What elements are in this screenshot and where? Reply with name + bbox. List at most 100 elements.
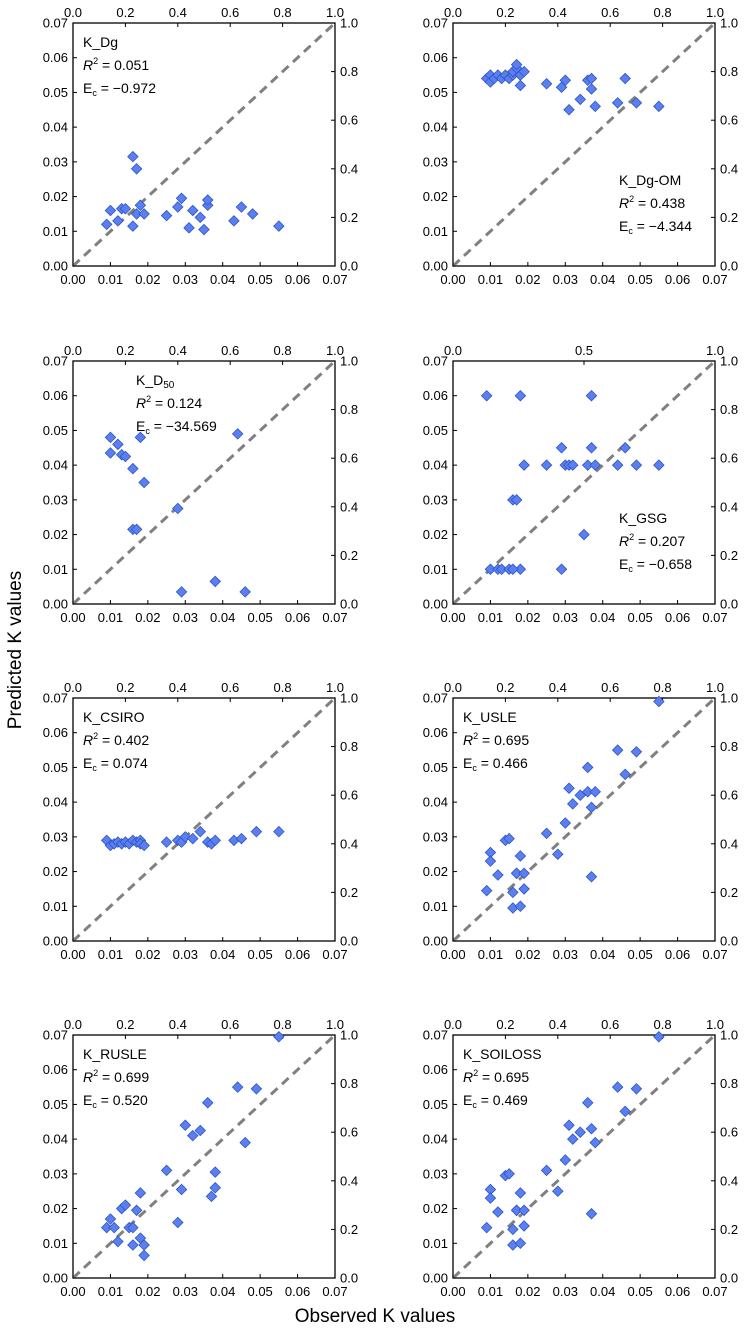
- panel-4-top-tick-label: 1.0: [706, 343, 724, 358]
- panel-4-y-tick-label: 0.02: [423, 527, 448, 542]
- panel-5-y-tick-label: 0.03: [43, 829, 68, 844]
- panel-6-right-tick-label: 1.0: [720, 691, 738, 706]
- panel-1-data-point: [187, 204, 199, 217]
- panel-5-y-tick-label: 0.02: [43, 864, 68, 879]
- panel-7-data-point: [172, 1216, 184, 1229]
- panel-7-right-tick-label: 0.8: [340, 1076, 358, 1091]
- panel-2-top-tick-label: 0.2: [496, 5, 514, 20]
- panel-8-x-tick-label: 0.01: [478, 1284, 503, 1299]
- panel-5-y-tick-label: 0.06: [43, 725, 68, 740]
- panel-4-y-tick-label: 0.05: [423, 423, 448, 438]
- panel-2-data-point: [585, 83, 598, 95]
- panel-7-data-point: [104, 1213, 117, 1225]
- panel-1-data-point: [183, 222, 195, 234]
- panel-5-y-tick-label: 0.04: [43, 795, 68, 810]
- panel-8-data-point: [611, 1081, 624, 1093]
- panel-1-x-tick-label: 0.05: [247, 272, 272, 287]
- panel-8-data-point: [540, 1164, 553, 1177]
- panel-6-y-tick-label: 0.06: [423, 725, 448, 740]
- panel-2-top-tick-label: 0.4: [549, 5, 567, 20]
- panel-4-right-tick-label: 0.2: [720, 548, 738, 563]
- panel-6-top-tick-label: 0.4: [549, 680, 567, 695]
- panel-2-right-tick-label: 0.0: [720, 259, 738, 274]
- panel-2-data-point: [619, 72, 631, 85]
- panel-8-model-label: K_SOILOSS: [463, 1046, 542, 1062]
- panel-2-data-point: [510, 58, 523, 71]
- panel-5-top-tick-label: 0.8: [274, 680, 292, 695]
- panel-6-x-tick-label: 0.06: [665, 947, 690, 962]
- panel-3-one-to-one-line: [71, 359, 337, 606]
- panel-3-data-point: [138, 476, 150, 489]
- panel-8-data-point: [492, 1206, 504, 1218]
- panel-5-x-tick-label: 0.05: [247, 947, 272, 962]
- panel-7-top-tick-label: 1.0: [326, 1017, 344, 1032]
- panel-4-top-tick-label: 0.0: [444, 343, 462, 358]
- panel-7-data-point: [119, 1199, 132, 1211]
- panel-7-x-tick-label: 0.02: [135, 1284, 160, 1299]
- panel-6-top-tick-label: 0.6: [601, 680, 619, 695]
- panel-3-y-tick-label: 0.04: [43, 458, 68, 473]
- panel-7-y-tick-label: 0.02: [43, 1201, 68, 1216]
- panel-2-top-tick-label: 0.8: [654, 5, 672, 20]
- panel-1-data-point: [138, 208, 150, 220]
- panel-8-data-point: [563, 1119, 575, 1132]
- panel-1-y-tick-label: 0.06: [43, 50, 68, 65]
- panel-8-x-tick-label: 0.06: [665, 1284, 690, 1299]
- panel-5-x-tick-label: 0.06: [285, 947, 310, 962]
- panel-5-x-tick-label: 0.00: [60, 947, 85, 962]
- panel-5-top-tick-label: 0.2: [116, 680, 134, 695]
- panel-2-x-tick-label: 0.03: [553, 272, 578, 287]
- panel-4-data-point: [507, 563, 519, 576]
- panel-4-data-point: [585, 442, 598, 454]
- panel-2-y-tick-label: 0.02: [423, 189, 448, 204]
- panel-6-y-tick-label: 0.07: [423, 691, 448, 706]
- panel-1-right-tick-label: 1.0: [340, 16, 358, 31]
- panel-3-x-tick-label: 0.01: [98, 610, 123, 625]
- panel-1-data-point: [228, 215, 240, 227]
- panel-3-model-label: K_D50: [136, 372, 175, 391]
- panel-8-right-tick-label: 0.6: [720, 1125, 738, 1140]
- panel-7-right-tick-label: 1.0: [340, 1028, 358, 1043]
- panel-7-x-tick-label: 0.07: [322, 1284, 347, 1299]
- panel-6-y-tick-label: 0.03: [423, 829, 448, 844]
- panel-6-data-point: [567, 798, 579, 810]
- panel-3-data-point: [104, 431, 117, 444]
- panel-4-right-tick-label: 0.4: [720, 499, 738, 514]
- panel-7-y-tick-label: 0.00: [43, 1271, 68, 1286]
- panel-2-top-tick-label: 1.0: [706, 5, 724, 20]
- panel-3-right-tick-label: 1.0: [340, 354, 358, 369]
- panel-3-y-tick-label: 0.02: [43, 527, 68, 542]
- panel-6-x-tick-label: 0.02: [515, 947, 540, 962]
- panel-8-data-point: [585, 1208, 598, 1220]
- panel-6-y-tick-label: 0.02: [423, 864, 448, 879]
- x-axis-title: Observed K values: [294, 1306, 456, 1327]
- panel-6-y-tick-label: 0.01: [423, 899, 448, 914]
- panel-8-data-point: [480, 1221, 493, 1234]
- panel-2-y-tick-label: 0.00: [423, 259, 448, 274]
- panel-4-y-tick-label: 0.04: [423, 458, 448, 473]
- panel-6-data-point: [611, 744, 624, 756]
- panel-8-data-point: [581, 1096, 594, 1109]
- panel-1-data-point: [175, 192, 188, 205]
- panel-1-data-point: [246, 208, 259, 220]
- panel-8-data-point: [619, 1105, 631, 1118]
- panel-3-data-point: [104, 447, 117, 459]
- panel-3-right-tick-label: 0.0: [340, 597, 358, 612]
- panel-1-y-tick-label: 0.07: [43, 16, 68, 31]
- panel-6-data-point: [518, 867, 530, 880]
- panel-5-data-point: [194, 825, 207, 838]
- panel-6-frame: [452, 697, 716, 942]
- panel-3-y-tick-label: 0.06: [43, 388, 68, 403]
- panel-3-x-tick-label: 0.05: [247, 610, 272, 625]
- panel-1-model-label: K_Dg: [83, 34, 118, 50]
- panel-5-right-tick-label: 0.8: [340, 739, 358, 754]
- panel-7-x-tick-label: 0.06: [285, 1284, 310, 1299]
- panel-1-right-tick-label: 0.6: [340, 113, 358, 128]
- panel-8-data-point: [518, 1204, 530, 1217]
- panel-4-x-tick-label: 0.04: [590, 610, 615, 625]
- panel-6-model-label: K_USLE: [463, 709, 517, 725]
- panel-8-x-tick-label: 0.05: [627, 1284, 652, 1299]
- panel-4-data-point: [518, 459, 530, 471]
- panel-7-data-point: [179, 1119, 192, 1132]
- panel-6-data-point: [540, 827, 553, 840]
